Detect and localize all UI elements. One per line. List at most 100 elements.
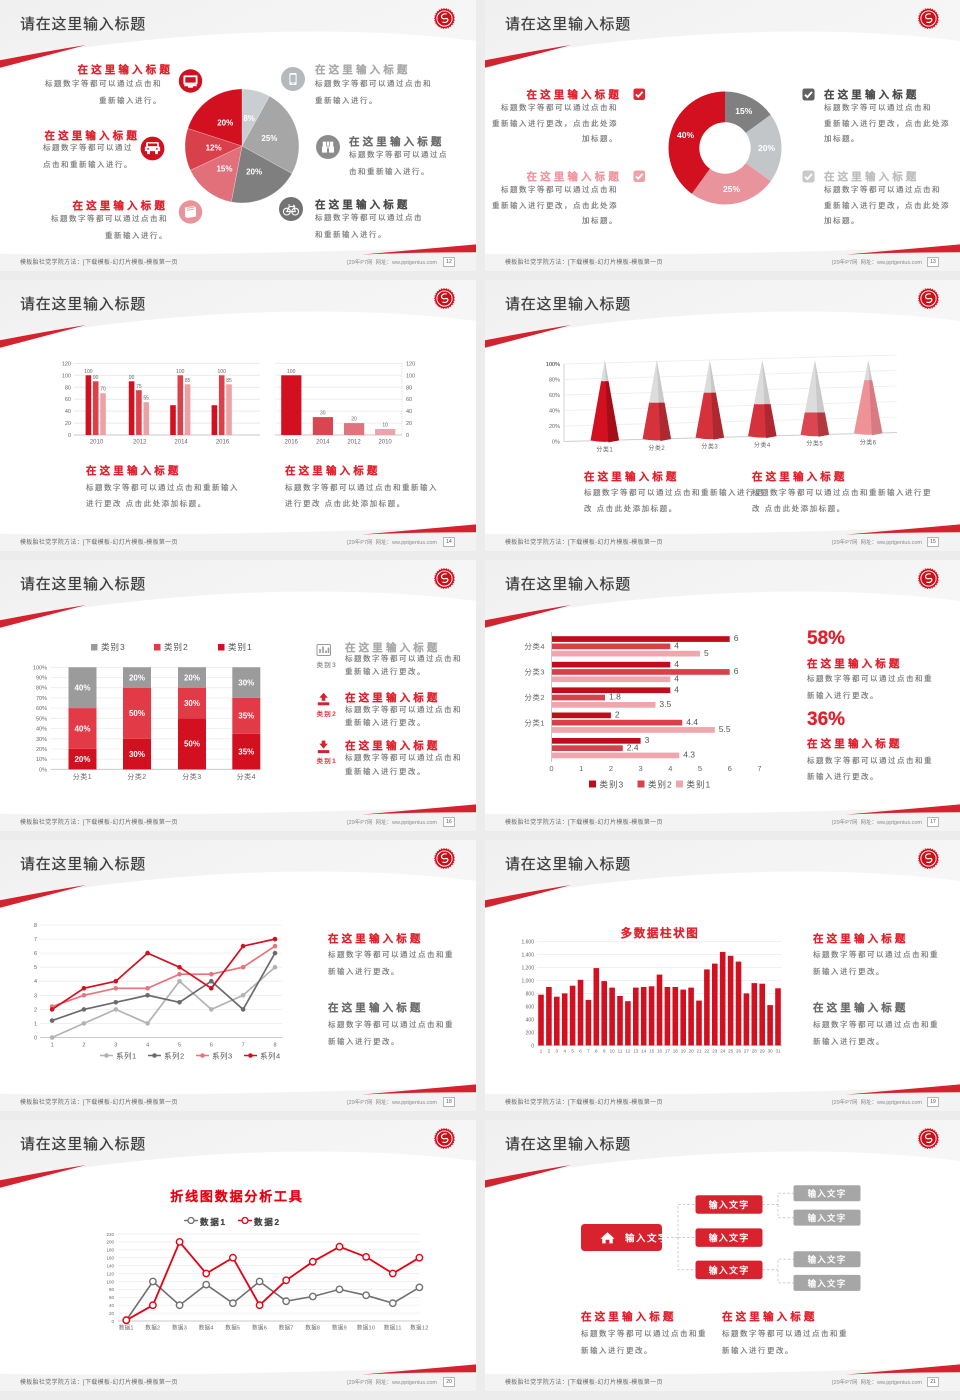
svg-text:类别1: 类别1 (228, 642, 253, 652)
svg-text:400: 400 (526, 1017, 535, 1023)
svg-text:6: 6 (734, 666, 739, 676)
svg-text:2010: 2010 (378, 440, 392, 446)
svg-text:1,000: 1,000 (521, 979, 534, 985)
svg-text:分类3: 分类3 (701, 443, 718, 451)
svg-text:0%: 0% (39, 767, 47, 773)
svg-text:数据12: 数据12 (410, 1324, 428, 1332)
svg-text:分类1: 分类1 (524, 718, 545, 728)
svg-text:20%: 20% (246, 168, 262, 177)
svg-text:1: 1 (34, 1021, 37, 1027)
svg-text:600: 600 (526, 1004, 535, 1010)
svg-text:31: 31 (775, 1049, 781, 1054)
svg-text:2014: 2014 (174, 440, 188, 446)
svg-text:3.5: 3.5 (659, 699, 671, 709)
svg-text:类别3: 类别3 (600, 779, 625, 789)
svg-text:10%: 10% (36, 757, 47, 763)
svg-text:4: 4 (668, 764, 672, 773)
svg-text:8: 8 (595, 1049, 598, 1054)
svg-text:60: 60 (109, 1295, 115, 1300)
svg-text:系列3: 系列3 (212, 1050, 233, 1060)
svg-text:160: 160 (106, 1256, 114, 1261)
svg-text:140: 140 (106, 1263, 114, 1268)
svg-text:60: 60 (65, 397, 71, 403)
svg-text:8: 8 (273, 1043, 276, 1049)
svg-text:10: 10 (382, 423, 388, 429)
svg-text:50%: 50% (184, 740, 200, 749)
svg-text:20%: 20% (129, 673, 145, 682)
svg-text:30: 30 (320, 411, 326, 417)
svg-text:22: 22 (704, 1049, 710, 1054)
svg-text:2012: 2012 (347, 440, 361, 446)
svg-text:数据6: 数据6 (252, 1324, 267, 1332)
svg-text:数据3: 数据3 (172, 1324, 187, 1332)
svg-text:5: 5 (704, 648, 709, 658)
svg-text:数据1: 数据1 (119, 1324, 134, 1332)
svg-text:20: 20 (689, 1049, 695, 1054)
svg-text:输入文字: 输入文字 (625, 1233, 669, 1245)
svg-text:13: 13 (633, 1049, 639, 1054)
svg-text:100%: 100% (546, 362, 560, 368)
svg-text:9: 9 (603, 1049, 606, 1054)
svg-text:分类2: 分类2 (648, 444, 665, 452)
svg-text:30%: 30% (184, 699, 200, 708)
svg-text:28: 28 (752, 1049, 758, 1054)
svg-text:分类4: 分类4 (524, 641, 545, 651)
svg-text:分类4: 分类4 (754, 441, 771, 449)
svg-text:100: 100 (406, 373, 415, 379)
svg-text:100: 100 (84, 369, 93, 375)
svg-text:4.3: 4.3 (683, 750, 695, 760)
svg-text:4: 4 (146, 1043, 149, 1049)
svg-text:分类3: 分类3 (524, 666, 545, 676)
svg-text:5.5: 5.5 (719, 724, 731, 734)
svg-text:数据7: 数据7 (279, 1324, 294, 1332)
svg-text:90: 90 (129, 375, 135, 381)
svg-text:20: 20 (65, 421, 71, 427)
svg-text:120: 120 (406, 361, 415, 367)
svg-text:1.8: 1.8 (609, 692, 621, 702)
svg-text:系列2: 系列2 (164, 1050, 185, 1060)
svg-text:输入文字: 输入文字 (709, 1232, 750, 1243)
svg-text:输入文字: 输入文字 (808, 1278, 847, 1288)
svg-text:200: 200 (106, 1240, 114, 1245)
svg-text:40%: 40% (549, 409, 560, 415)
svg-text:2: 2 (609, 764, 613, 773)
svg-text:0: 0 (34, 1036, 37, 1042)
svg-text:3: 3 (556, 1049, 559, 1054)
svg-text:20%: 20% (217, 119, 233, 128)
svg-text:25%: 25% (723, 184, 740, 194)
svg-text:0: 0 (68, 433, 71, 439)
svg-text:1: 1 (540, 1049, 543, 1054)
svg-text:7: 7 (587, 1049, 590, 1054)
svg-text:6: 6 (34, 951, 37, 957)
svg-text:40: 40 (109, 1303, 115, 1308)
svg-text:80%: 80% (36, 686, 47, 692)
svg-text:输入文字: 输入文字 (808, 1255, 847, 1265)
svg-text:14: 14 (641, 1049, 647, 1054)
svg-text:200: 200 (526, 1030, 535, 1036)
svg-text:输入文字: 输入文字 (709, 1264, 750, 1275)
svg-text:60%: 60% (549, 393, 560, 399)
svg-text:2014: 2014 (316, 440, 330, 446)
svg-text:0: 0 (406, 433, 409, 439)
svg-text:15: 15 (649, 1049, 655, 1054)
svg-text:50%: 50% (36, 716, 47, 722)
svg-text:6: 6 (728, 764, 732, 773)
svg-text:40%: 40% (677, 130, 694, 140)
svg-text:分类4: 分类4 (237, 772, 256, 781)
svg-text:分类6: 分类6 (860, 438, 877, 446)
svg-text:数据4: 数据4 (199, 1324, 214, 1332)
svg-text:55: 55 (143, 396, 149, 402)
svg-text:2.4: 2.4 (627, 742, 639, 752)
svg-text:4: 4 (674, 659, 679, 669)
svg-text:180: 180 (106, 1248, 114, 1253)
svg-text:20%: 20% (36, 747, 47, 753)
svg-text:20: 20 (406, 421, 412, 427)
svg-text:85: 85 (226, 378, 232, 384)
svg-text:2016: 2016 (285, 440, 299, 446)
svg-text:6: 6 (734, 633, 739, 643)
svg-text:60%: 60% (36, 706, 47, 712)
svg-text:7: 7 (242, 1043, 245, 1049)
svg-text:数据9: 数据9 (332, 1324, 347, 1332)
svg-text:26: 26 (736, 1049, 742, 1054)
svg-text:3: 3 (34, 993, 37, 999)
